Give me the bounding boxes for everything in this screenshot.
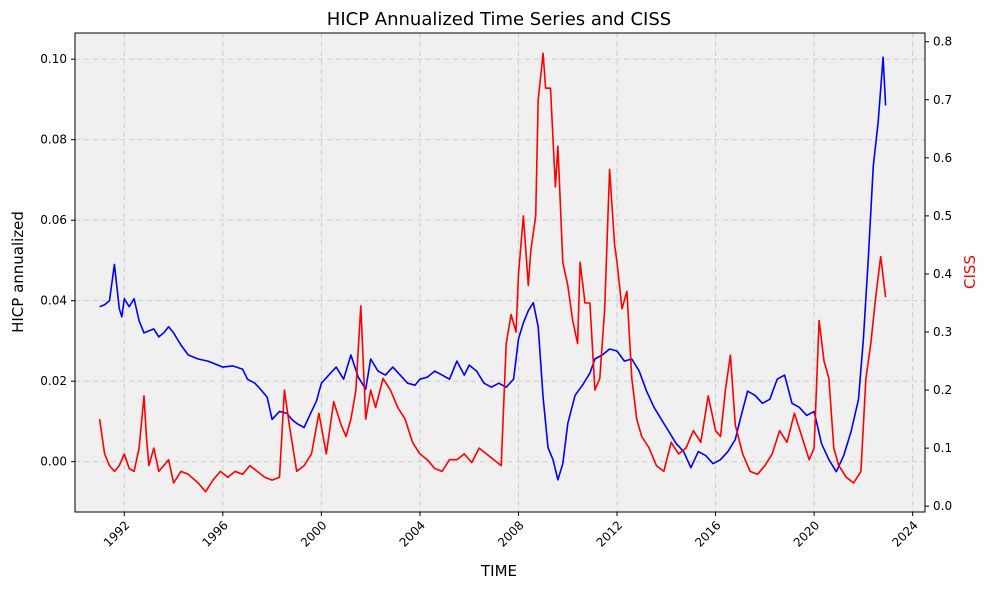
right-y-tick-label: 0.5 [933,209,952,223]
right-y-tick-label: 0.3 [933,325,952,339]
right-y-axis-label: CISS [961,255,979,289]
x-tick-label: 2024 [889,518,920,549]
right-y-tick-label: 0.1 [933,441,952,455]
left-y-tick-label: 0.06 [40,213,67,227]
right-y-axis-ticks: 0.0 0.1 0.2 0.3 0.4 0.5 0.6 0.7 0.8 [925,35,952,513]
chart-title: HICP Annualized Time Series and CISS [327,9,671,30]
x-tick-label: 2020 [791,518,822,549]
right-y-tick-label: 0.7 [933,93,952,107]
left-y-tick-label: 0.02 [40,374,67,388]
x-tick-label: 1996 [199,518,230,549]
x-tick-label: 2008 [495,518,526,549]
plot-area [75,33,925,512]
x-tick-label: 2012 [594,518,625,549]
x-tick-label: 1992 [101,518,132,549]
x-tick-label: 2016 [692,518,723,549]
left-y-axis-label: HICP annualized [9,211,27,333]
left-y-axis-ticks: 0.00 0.02 0.04 0.06 0.08 0.10 [40,52,75,469]
left-y-tick-label: 0.08 [40,133,67,147]
x-axis-ticks: 1992 1996 2000 2004 2008 2012 2016 2020 2024 [101,512,921,550]
x-axis-label: TIME [480,562,517,580]
hicp-series-line [99,56,887,481]
right-y-tick-label: 0.0 [933,499,952,513]
ciss-series-line [98,52,887,493]
right-y-tick-label: 0.8 [933,35,952,49]
x-tick-label: 2000 [298,518,329,549]
left-y-tick-label: 0.00 [40,455,67,469]
left-y-tick-label: 0.04 [40,294,67,308]
right-y-tick-label: 0.4 [933,267,952,281]
x-tick-label: 2004 [397,518,428,549]
plot-frame [74,32,926,513]
left-y-tick-label: 0.10 [40,52,67,66]
right-y-tick-label: 0.2 [933,383,952,397]
series-layer [98,52,887,493]
right-y-tick-label: 0.6 [933,151,952,165]
